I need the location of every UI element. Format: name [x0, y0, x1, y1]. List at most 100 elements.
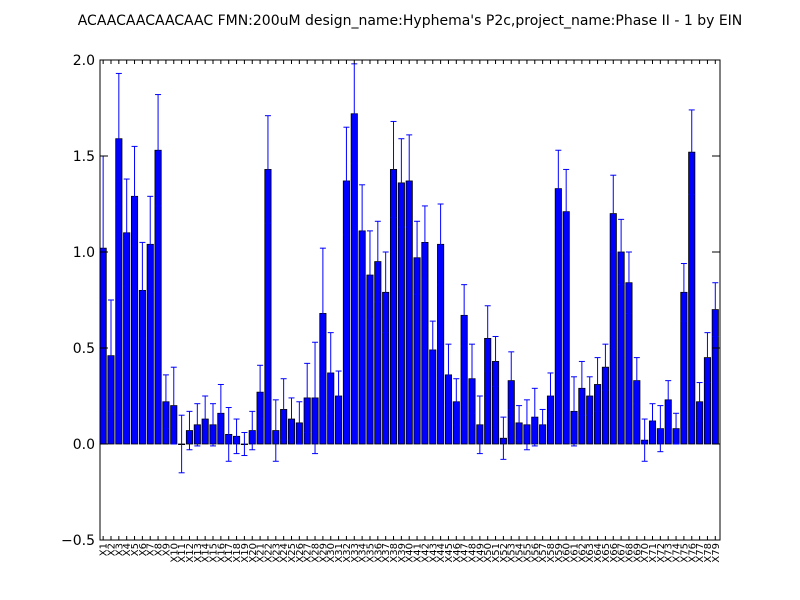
error-bar-X78: [704, 332, 711, 384]
error-bar-X53: [508, 351, 515, 410]
error-bar-X28: [312, 341, 319, 455]
x-tick-label-X33: X33: [350, 543, 361, 563]
x-tick-label-X51: X51: [491, 543, 502, 563]
x-tick-label-X28: X28: [311, 543, 322, 563]
y-tick-label-0: −0.5: [61, 533, 95, 549]
x-tick-label-X24: X24: [279, 543, 290, 563]
error-bar-X14: [202, 395, 209, 443]
x-tick-label-X20: X20: [248, 543, 259, 563]
error-bar-X77: [696, 382, 703, 422]
x-tick-label-X21: X21: [256, 543, 267, 563]
x-tick-label-X48: X48: [468, 543, 479, 563]
y-axis: −0.5 0.0 0.5 1.0 1.5 2.0: [61, 53, 720, 549]
error-bar-X74: [673, 412, 680, 445]
error-bar-X46: [453, 378, 460, 426]
error-bar-X59: [555, 149, 562, 228]
x-tick-label-X49: X49: [475, 543, 486, 563]
error-bar-X21: [257, 364, 264, 420]
y-tick-label-4: 1.5: [73, 149, 95, 165]
error-bar-X11: [178, 414, 185, 474]
x-tick-label-X65: X65: [601, 543, 612, 563]
x-tick-label-X4: X4: [122, 543, 133, 556]
y-tick-label-3: 1.0: [73, 245, 95, 261]
error-bar-X39: [398, 138, 405, 228]
x-tick-label-X38: X38: [389, 543, 400, 563]
x-tick-label-X61: X61: [570, 543, 581, 563]
error-bar-X61: [571, 376, 578, 447]
y-tick-label-5: 2.0: [73, 53, 95, 69]
error-bar-X10: [170, 366, 177, 445]
error-bar-X7: [147, 195, 154, 293]
error-bar-X6: [139, 241, 146, 339]
error-bar-X79: [712, 282, 719, 337]
error-bar-X5: [131, 145, 138, 247]
error-bar-X47: [461, 284, 468, 347]
error-bar-X70: [641, 418, 648, 462]
error-bar-X12: [186, 410, 193, 451]
x-tick-label-X54: X54: [515, 543, 526, 563]
x-tick-label-X13: X13: [193, 543, 204, 563]
error-bar-X71: [649, 403, 656, 439]
x-tick-label-X52: X52: [499, 543, 510, 563]
error-bar-X72: [657, 405, 664, 453]
error-bar-X73: [665, 380, 672, 420]
x-tick-label-X71: X71: [648, 543, 659, 563]
x-tick-label-X3: X3: [114, 543, 125, 556]
error-bar-X26: [296, 401, 303, 445]
x-tick-label-X60: X60: [562, 543, 573, 563]
error-bar-X13: [194, 403, 201, 447]
x-tick-label-X35: X35: [365, 543, 376, 563]
x-tick-label-X37: X37: [381, 543, 392, 563]
error-bar-X51: [492, 335, 499, 387]
x-tick-label-X41: X41: [413, 543, 424, 563]
x-tick-label-X75: X75: [679, 543, 690, 563]
chart-title: ACAACAACAACAAC FMN:200uM design_name:Hyp…: [78, 13, 743, 29]
error-bar-X32: [343, 126, 350, 236]
error-bar-X45: [445, 343, 452, 407]
error-bar-X3: [115, 72, 122, 205]
error-bar-X75: [680, 263, 687, 322]
x-tick-label-X16: X16: [216, 543, 227, 563]
x-tick-label-X17: X17: [224, 543, 235, 563]
error-bar-X9: [162, 374, 169, 430]
x-tick-label-X59: X59: [554, 543, 565, 563]
error-bar-X17: [225, 407, 232, 462]
error-bar-X20: [249, 410, 256, 451]
x-tick-label-X30: X30: [326, 543, 337, 563]
x-tick-label-X34: X34: [358, 543, 369, 563]
x-tick-label-X79: X79: [711, 543, 722, 563]
error-bar-X16: [217, 383, 224, 443]
x-tick-label-X7: X7: [146, 543, 157, 556]
x-tick-label-X29: X29: [318, 543, 329, 563]
error-bar-X18: [233, 418, 240, 455]
error-bar-X36: [374, 220, 381, 303]
error-bar-X55: [523, 399, 530, 451]
error-bar-X68: [625, 251, 632, 314]
x-tick-label-X27: X27: [303, 543, 314, 563]
error-bar-X25: [288, 397, 295, 441]
y-tick-label-2: 0.5: [73, 341, 95, 357]
error-bar-X67: [618, 218, 625, 286]
error-bar-X69: [633, 357, 640, 405]
error-bar-X48: [469, 343, 475, 414]
error-bar-X65: [602, 343, 609, 391]
x-tick-label-X46: X46: [452, 543, 463, 563]
x-tick-label-X56: X56: [530, 543, 541, 563]
x-tick-label-X6: X6: [138, 543, 149, 556]
error-bar-X38: [390, 120, 397, 218]
x-tick-label-X26: X26: [295, 543, 306, 563]
error-bar-X63: [586, 376, 593, 416]
error-bar-X44: [437, 203, 444, 286]
x-tick-label-X47: X47: [460, 543, 471, 563]
error-bar-X29: [319, 247, 326, 380]
x-tick-label-X8: X8: [154, 543, 165, 556]
error-bar-X37: [382, 251, 389, 334]
x-tick-label-X70: X70: [640, 543, 651, 563]
x-tick-label-X12: X12: [185, 543, 196, 563]
error-bar-X27: [304, 362, 311, 433]
error-bar-X22: [264, 115, 271, 224]
error-bar-X4: [123, 178, 130, 288]
error-bar-X30: [327, 332, 334, 414]
x-tick-label-X62: X62: [577, 543, 588, 563]
